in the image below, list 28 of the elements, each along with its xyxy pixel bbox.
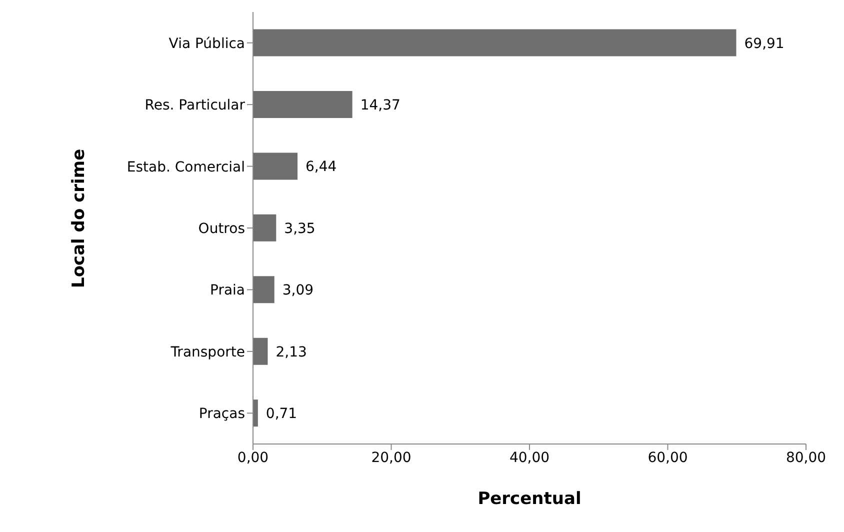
data-label: 0,71	[266, 406, 298, 422]
y-tick-label: Via Pública	[168, 36, 245, 52]
y-tick-label: Res. Particular	[144, 98, 246, 114]
bar	[253, 214, 276, 242]
y-tick-label: Praças	[198, 406, 245, 422]
data-label: 2,13	[276, 344, 307, 360]
y-axis-title: Local do crime	[69, 148, 90, 288]
x-tick-label: 40,00	[509, 450, 550, 466]
x-tick-label: 20,00	[371, 450, 412, 466]
bar	[253, 152, 298, 180]
data-label: 3,35	[284, 220, 316, 237]
bar	[253, 90, 352, 118]
y-tick-label: Transporte	[170, 344, 245, 360]
x-axis-title: Percentual	[478, 489, 582, 509]
bar	[253, 29, 736, 56]
data-label: 6,44	[306, 159, 337, 176]
y-tick-label: Outros	[198, 220, 245, 237]
y-tick-label: Estab. Comercial	[126, 159, 245, 176]
data-label: 3,09	[282, 282, 314, 299]
bar	[253, 276, 274, 304]
bar	[253, 338, 268, 365]
x-tick-label: 80,00	[786, 450, 826, 466]
y-tick-label: Praia	[210, 282, 245, 299]
data-label: 14,37	[360, 97, 400, 114]
x-tick-label: 60,00	[648, 450, 688, 466]
x-tick-label: 0,00	[237, 450, 269, 466]
data-label: 69,91	[744, 36, 784, 52]
bar	[253, 400, 258, 427]
